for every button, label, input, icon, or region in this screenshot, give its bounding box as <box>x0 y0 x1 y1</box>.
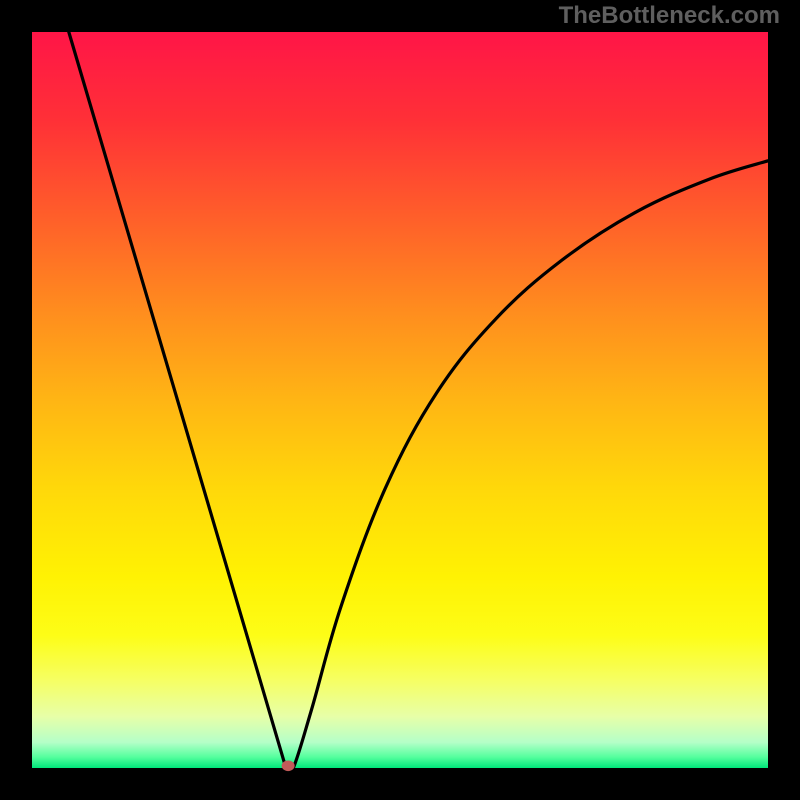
watermark-text: TheBottleneck.com <box>559 2 780 29</box>
gradient-plot-area <box>32 32 768 768</box>
optimal-point-marker <box>282 760 295 771</box>
bottleneck-chart: TheBottleneck.com <box>0 0 800 800</box>
